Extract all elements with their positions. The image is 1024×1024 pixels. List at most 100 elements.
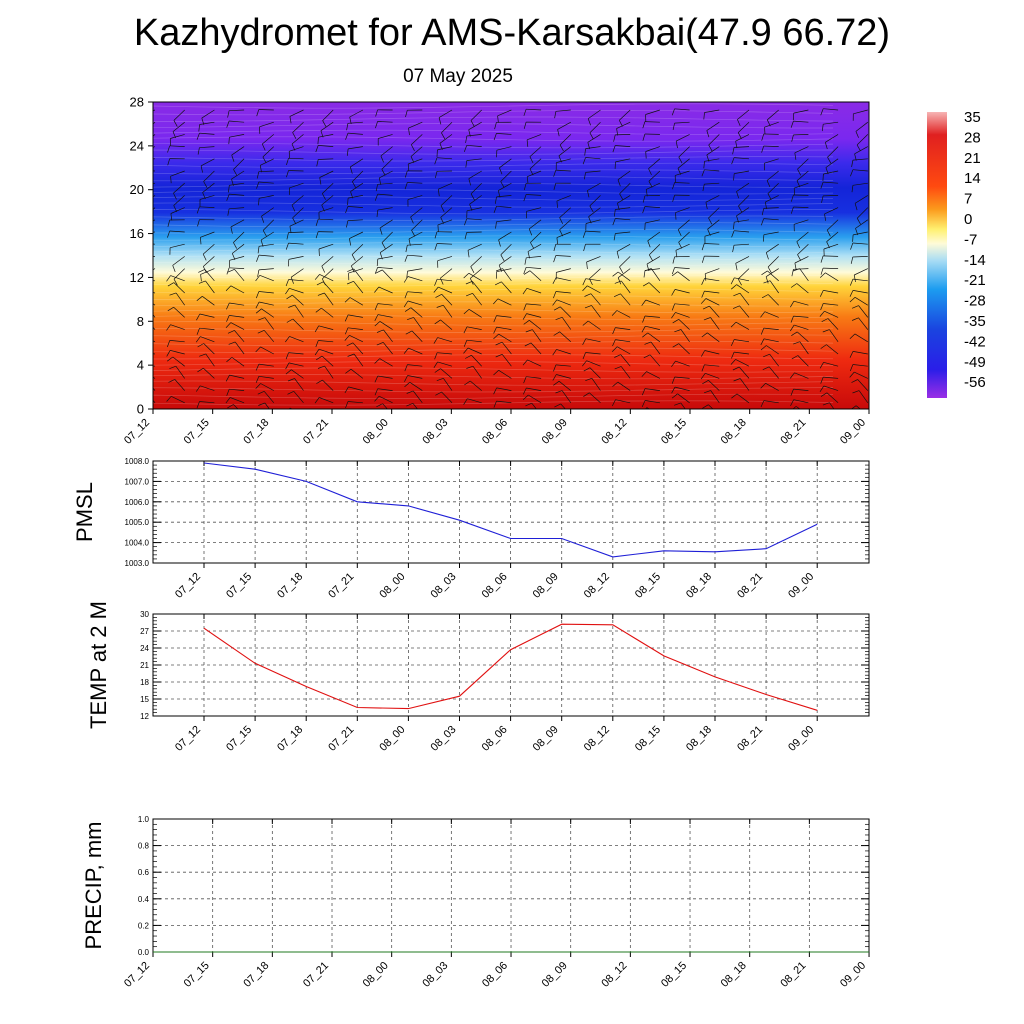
wind-barb <box>737 121 750 133</box>
wind-barb <box>678 319 690 330</box>
wind-barb <box>289 219 304 227</box>
wind-barb <box>472 293 482 306</box>
wind-barb <box>617 195 631 204</box>
wind-barb <box>591 305 601 318</box>
wind-barb <box>407 268 423 272</box>
wind-barb <box>615 339 631 343</box>
wind-barb <box>348 195 363 199</box>
wind-barb <box>289 336 304 343</box>
wind-barb <box>170 243 185 249</box>
wind-barb <box>259 121 274 128</box>
wind-barb <box>440 368 453 379</box>
wind-barb <box>502 268 512 282</box>
wind-barb <box>500 170 512 182</box>
wind-barb <box>674 303 690 306</box>
wind-barb <box>527 243 542 252</box>
wind-barb <box>793 219 809 225</box>
wind-barb <box>467 347 482 355</box>
wind-barb <box>823 170 839 175</box>
profile-x-tick-label: 07_18 <box>241 417 271 447</box>
temp-x-tick-label: 07_21 <box>326 724 356 754</box>
wind-barb <box>558 146 572 157</box>
wind-barb <box>500 243 512 256</box>
wind-barb <box>526 266 542 269</box>
wind-barb <box>347 206 363 208</box>
wind-barb <box>407 195 423 200</box>
wind-barb <box>153 314 156 318</box>
wind-barb <box>379 219 393 229</box>
wind-barb <box>348 268 364 274</box>
wind-barb <box>852 182 868 186</box>
wind-barb <box>527 170 542 178</box>
wind-barb <box>321 195 334 206</box>
colorbar-label: -28 <box>964 293 986 310</box>
wind-barb <box>468 272 482 282</box>
wind-barb <box>383 329 393 343</box>
wind-barb <box>378 134 393 139</box>
pmsl-y-tick-label: 1006.0 <box>125 498 150 507</box>
temp-x-tick-label: 08_03 <box>429 724 459 754</box>
wind-barb <box>646 256 661 265</box>
temp-x-tick-label: 07_18 <box>275 724 305 754</box>
wind-barb <box>852 278 868 282</box>
wind-barb <box>259 301 274 306</box>
wind-barb <box>529 270 542 282</box>
wind-barb <box>647 332 661 343</box>
wind-barb <box>526 287 542 294</box>
wind-barb <box>258 363 274 367</box>
wind-barb <box>585 157 601 160</box>
wind-barb <box>645 325 660 330</box>
pmsl-x-tick-label: 08_18 <box>684 571 714 601</box>
wind-barb <box>739 305 750 318</box>
wind-barb <box>766 243 779 253</box>
wind-barb <box>288 362 304 367</box>
wind-barb <box>677 158 690 169</box>
wind-barb <box>258 291 274 294</box>
wind-barb <box>853 231 868 236</box>
wind-barb <box>677 393 690 404</box>
wind-barb <box>823 267 839 269</box>
precip-x-tick-label: 08_09 <box>540 960 570 990</box>
wind-barb <box>858 305 869 318</box>
wind-barb <box>291 369 304 379</box>
wind-barb <box>590 293 601 306</box>
wind-barb <box>556 349 571 355</box>
wind-barb <box>617 268 631 278</box>
wind-barb <box>737 268 750 280</box>
precip-x-tick-label: 09_00 <box>838 960 868 990</box>
wind-barb <box>501 341 512 355</box>
wind-barb <box>734 157 750 160</box>
wind-barb <box>233 158 245 170</box>
wind-barb <box>823 195 839 197</box>
wind-barb <box>353 268 364 282</box>
wind-barb <box>735 134 750 142</box>
wind-barb <box>797 355 809 367</box>
wind-barb <box>764 158 779 164</box>
wind-barb <box>408 158 423 165</box>
wind-barb <box>318 325 334 330</box>
wind-barb <box>469 380 482 391</box>
wind-barb <box>288 231 304 233</box>
wind-barb <box>764 413 779 415</box>
wind-barb <box>496 146 512 151</box>
wind-barb <box>526 387 542 391</box>
precip-y-tick-label: 0.2 <box>138 921 150 930</box>
pmsl-x-tick-label: 07_21 <box>326 571 356 601</box>
temp-y-tick-label: 15 <box>140 695 149 704</box>
wind-barb <box>763 327 779 330</box>
wind-barb <box>411 219 423 231</box>
pmsl-y-axis-title: PMSL <box>72 482 97 542</box>
wind-barb <box>852 256 868 258</box>
wind-barb <box>501 281 512 294</box>
wind-barb <box>174 379 185 391</box>
wind-barb <box>438 109 453 118</box>
temp-x-tick-label: 07_15 <box>224 724 254 754</box>
wind-barb <box>234 341 245 355</box>
wind-barb <box>586 256 601 263</box>
wind-barb <box>704 278 720 282</box>
wind-barb <box>291 195 304 206</box>
wind-barb <box>288 256 304 260</box>
wind-barb <box>498 370 512 379</box>
precip-x-tick-label: 08_18 <box>719 960 749 990</box>
wind-barb <box>230 219 245 228</box>
